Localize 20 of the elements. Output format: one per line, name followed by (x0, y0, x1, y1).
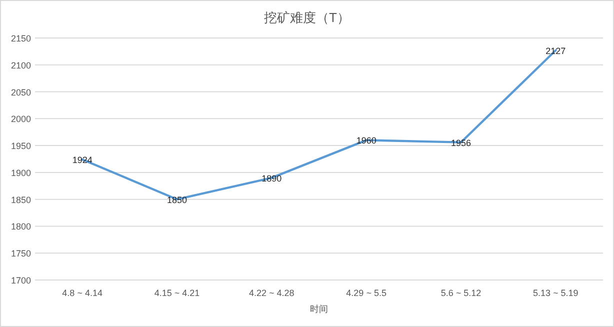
y-tick-label: 1900 (10, 168, 31, 178)
y-tick-label: 2000 (10, 114, 31, 124)
x-tick-label: 4.8 ~ 4.14 (62, 288, 102, 298)
x-tick-label: 4.29 ~ 5.5 (346, 288, 386, 298)
y-tick-label: 2050 (10, 87, 31, 98)
y-tick-label: 1750 (10, 248, 31, 259)
x-tick-label: 4.22 ~ 4.28 (249, 288, 294, 298)
x-axis-title: 时间 (310, 304, 328, 314)
x-tick-label: 5.13 ~ 5.19 (533, 288, 578, 298)
y-tick-label: 1700 (10, 276, 31, 286)
y-tick-label: 1950 (10, 141, 31, 152)
chart-title: 挖矿难度（T） (264, 10, 350, 25)
y-tick-label: 2150 (10, 34, 31, 44)
data-label: 1924 (72, 155, 92, 166)
x-tick-label: 5.6 ~ 5.12 (440, 288, 482, 298)
data-label: 2127 (546, 46, 566, 56)
y-tick-label: 2100 (10, 60, 31, 70)
y-tick-label: 1850 (10, 194, 31, 205)
x-tick-label: 4.15 ~ 4.21 (154, 288, 200, 298)
y-tick-label: 1800 (10, 222, 31, 232)
